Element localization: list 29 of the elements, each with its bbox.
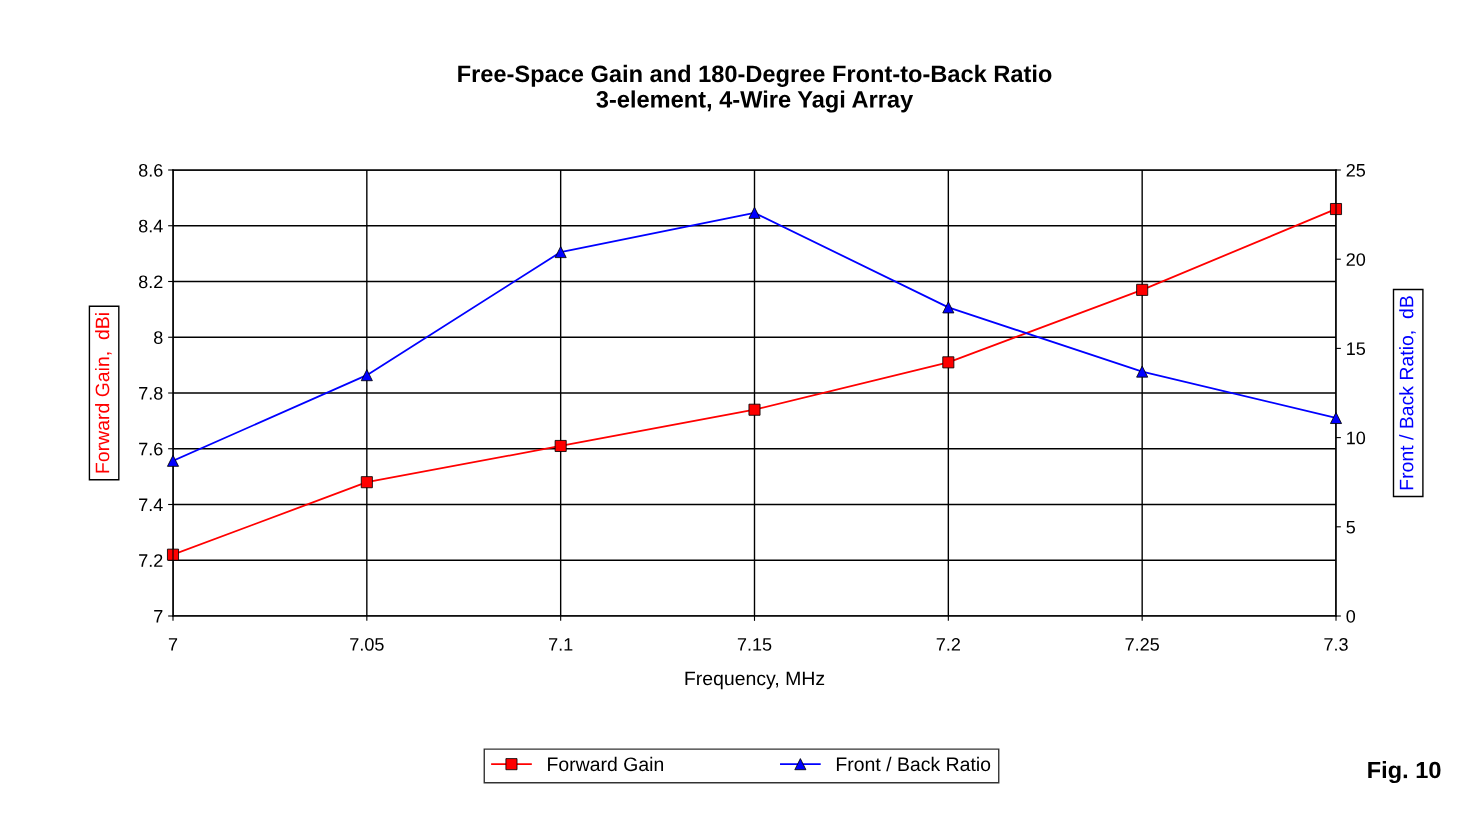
- y2-tick-label: 25: [1346, 163, 1366, 177]
- y2-tick-label: 0: [1346, 609, 1356, 623]
- x-tick-label: 7.3: [1324, 638, 1348, 651]
- caption: Fig. 10: [1368, 761, 1441, 784]
- legend-label: Forward Gain: [548, 756, 663, 772]
- y2-tick-label: 10: [1347, 431, 1366, 445]
- x-axis-title: Frequency, MHz: [685, 671, 825, 690]
- y-axis-title: Forward Gain, dBi: [95, 313, 112, 473]
- y-tick-label: 8.4: [138, 219, 163, 233]
- x-tick-label: 7.2: [936, 638, 960, 651]
- y-tick-label: 7.6: [139, 442, 163, 456]
- x-tick-label: 7.1: [549, 638, 573, 651]
- y-tick-label: 8.2: [138, 275, 163, 289]
- x-tick-label: 7: [168, 638, 178, 651]
- y-tick-label: 8.6: [138, 163, 163, 177]
- y2-tick-label: 15: [1347, 342, 1366, 356]
- x-tick-label: 7.25: [1125, 638, 1159, 651]
- y2-tick-label: 20: [1346, 253, 1366, 266]
- y-tick-label: 8: [154, 331, 163, 344]
- y-tick-label: 7.8: [139, 386, 163, 400]
- y-tick-label: 7.2: [139, 554, 163, 567]
- y2-axis-title: Front / Back Ratio, dB: [1399, 296, 1416, 490]
- x-tick-label: 7.15: [737, 638, 772, 651]
- legend-label: Front / Back Ratio: [836, 756, 991, 772]
- y2-tick-label: 5: [1346, 520, 1356, 534]
- y-tick-label: 7: [154, 610, 163, 623]
- x-tick-label: 7.05: [350, 638, 384, 651]
- chart-title: Free-Space Gain and 180-Degree Front-to-Back Ratio 3-element, 4-Wire Yagi Array: [458, 64, 1052, 113]
- y-tick-label: 7.4: [139, 498, 163, 512]
